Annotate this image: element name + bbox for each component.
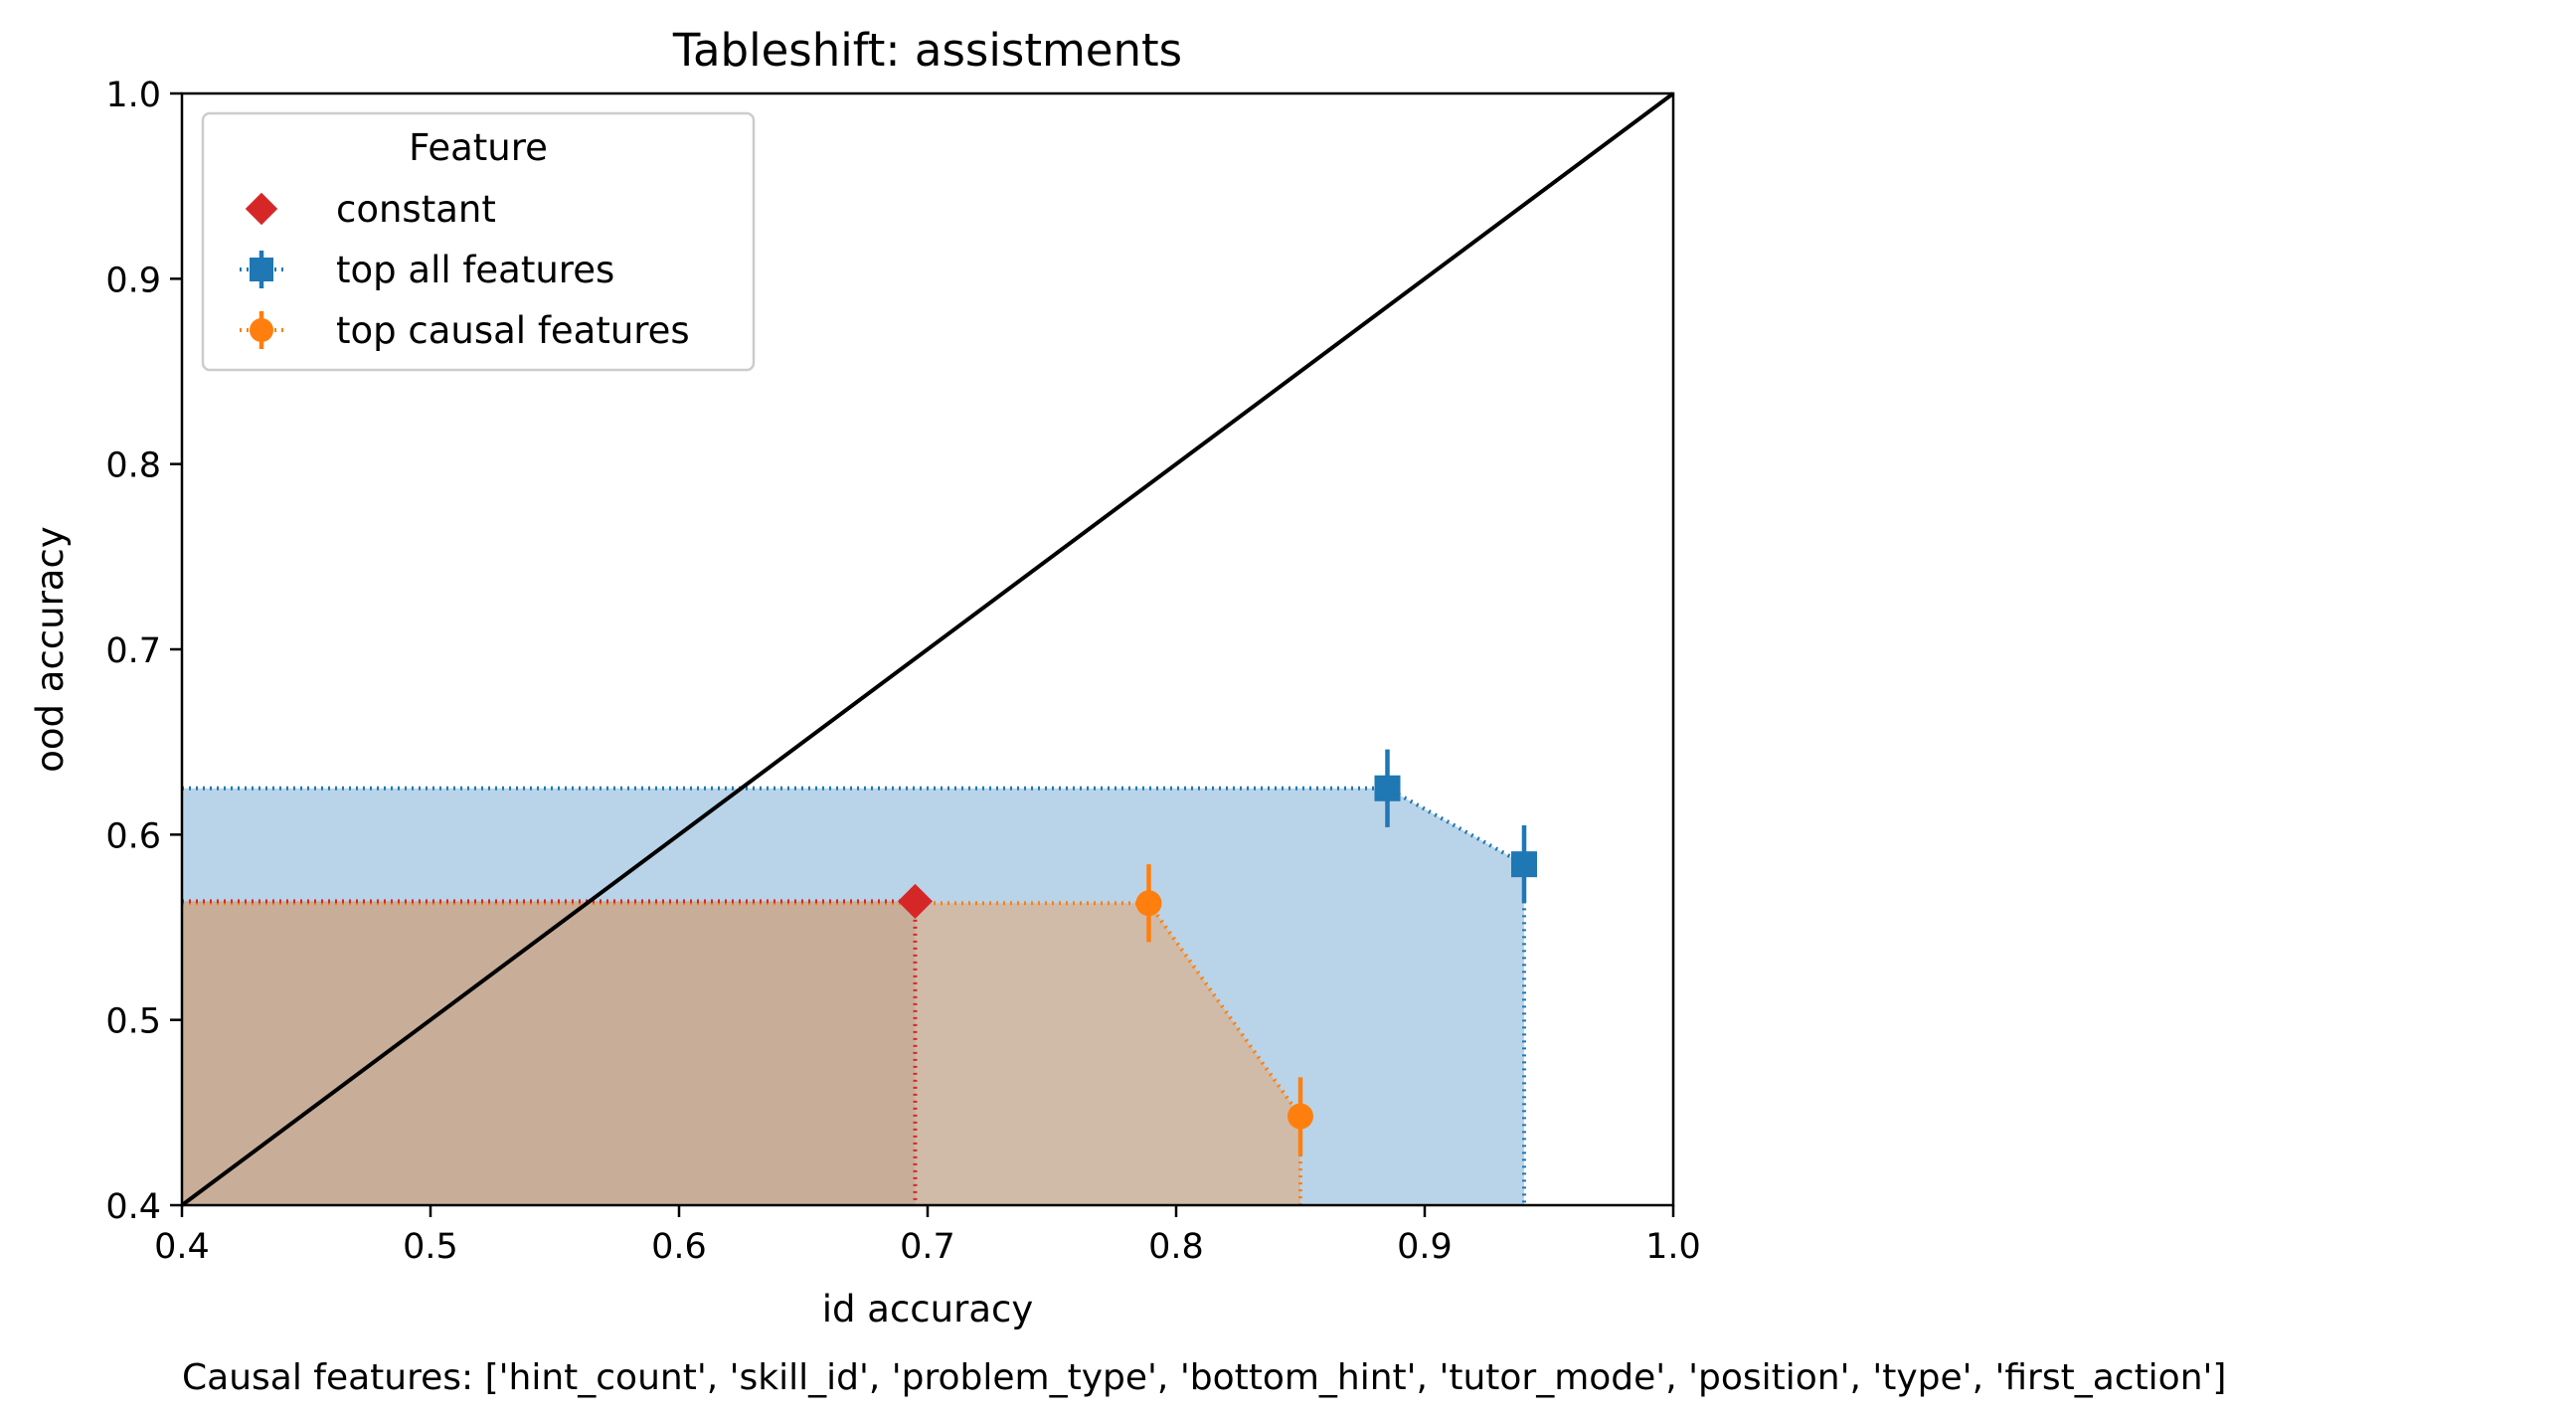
x-axis-ticks: 0.4 0.5 0.6 0.7 0.8 0.9 1.0 — [154, 1205, 1701, 1267]
causal-features-note: Causal features: ['hint_count', 'skill_i… — [182, 1357, 2226, 1398]
y-axis-label: ood accuracy — [29, 526, 72, 772]
y-tick-label: 1.0 — [105, 76, 161, 115]
legend-marker — [250, 258, 273, 281]
x-axis-label: id accuracy — [822, 1288, 1033, 1330]
top-all-features-marker — [1374, 775, 1401, 801]
x-tick-label: 0.8 — [1148, 1227, 1204, 1267]
constant-frontier — [182, 899, 918, 1205]
legend-label: top causal features — [336, 309, 690, 352]
x-tick-label: 0.4 — [154, 1227, 210, 1267]
y-tick-label: 0.8 — [105, 446, 161, 486]
diagonal-line — [180, 91, 1675, 1207]
y-tick-label: 0.9 — [105, 261, 161, 300]
constant-marker — [897, 883, 934, 919]
legend: Feature constant top all features top caus… — [201, 111, 756, 372]
y-tick-label: 0.5 — [105, 1002, 161, 1042]
top-all-features-marker — [1511, 851, 1537, 878]
legend-marker — [250, 318, 273, 342]
y-tick-label: 0.6 — [105, 816, 161, 856]
x-tick-label: 0.7 — [900, 1227, 955, 1267]
constant-region — [182, 901, 916, 1205]
frontier-fills — [182, 788, 1524, 1205]
x-tick-label: 0.9 — [1397, 1227, 1453, 1267]
top-causal-features-marker — [1288, 1103, 1313, 1130]
y-axis-ticks: 0.4 0.5 0.6 0.7 0.8 0.9 1.0 — [105, 76, 182, 1227]
x-tick-label: 1.0 — [1645, 1227, 1701, 1267]
legend-entries: constant top all features top causal featu… — [240, 188, 690, 352]
legend-label: constant — [336, 188, 496, 231]
frontier-lines — [182, 786, 1526, 1205]
x-tick-label: 0.5 — [403, 1227, 458, 1267]
top-causal-features-marker — [1135, 890, 1162, 917]
legend-box — [201, 111, 756, 372]
markers — [897, 775, 1537, 1130]
y-tick-label: 0.7 — [105, 631, 161, 671]
x-tick-label: 0.6 — [651, 1227, 707, 1267]
chart-title: Tableshift: assistments — [672, 24, 1182, 77]
top-all-features-frontier — [182, 786, 1526, 1205]
legend-marker — [245, 192, 278, 226]
legend-title: Feature — [409, 126, 548, 169]
legend-label: top all features — [336, 249, 614, 291]
y-tick-label: 0.4 — [105, 1187, 161, 1227]
